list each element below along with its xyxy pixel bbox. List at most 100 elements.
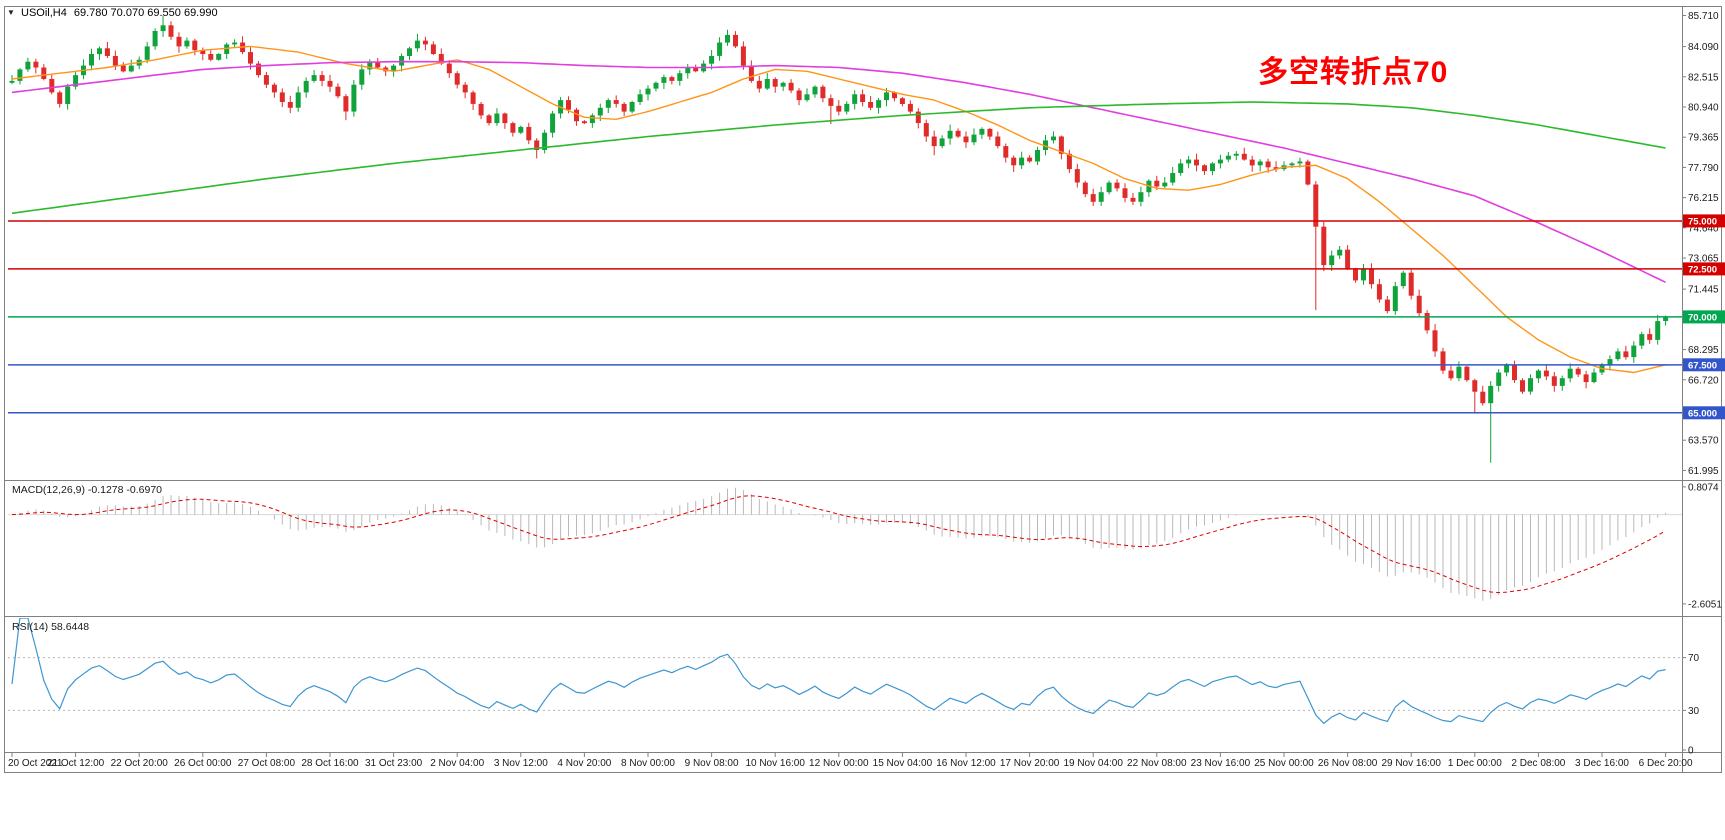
candle-body xyxy=(1591,372,1597,383)
candle-body xyxy=(1456,366,1462,379)
macd-signal-line xyxy=(11,495,1666,594)
collapse-arrow-icon[interactable]: ▼ xyxy=(7,8,15,17)
date-tick-label[interactable]: 26 Nov 08:00 xyxy=(1318,758,1378,769)
candle-body xyxy=(518,126,524,133)
macd-axis-label: 0.8074 xyxy=(1688,482,1719,493)
candle-body xyxy=(1225,155,1231,160)
date-tick-label[interactable]: 28 Oct 16:00 xyxy=(301,758,359,769)
candle-body xyxy=(685,67,691,74)
date-tick-label[interactable]: 27 Oct 08:00 xyxy=(238,758,296,769)
candle-body xyxy=(1623,351,1629,358)
date-tick-label[interactable]: 16 Nov 12:00 xyxy=(936,758,996,769)
candle-body xyxy=(97,48,102,55)
macd-panel-layer xyxy=(8,487,1682,601)
candle-body xyxy=(1496,372,1502,386)
candle-body xyxy=(1194,159,1199,166)
candle-body xyxy=(709,56,715,64)
candle-body xyxy=(1480,391,1486,404)
rsi-line xyxy=(11,618,1666,725)
candle-body xyxy=(995,136,1001,147)
date-tick-label[interactable]: 26 Oct 00:00 xyxy=(174,758,232,769)
candle-body xyxy=(128,65,134,72)
date-tick-label[interactable]: 15 Nov 04:00 xyxy=(873,758,933,769)
date-tick-label[interactable]: 2 Dec 08:00 xyxy=(1511,758,1565,769)
rsi-axis-label: 70 xyxy=(1688,653,1700,664)
candle-body xyxy=(597,107,603,116)
date-tick-label[interactable]: 2 Nov 04:00 xyxy=(430,758,484,769)
candle-body xyxy=(1257,161,1263,166)
candle-body xyxy=(232,42,238,45)
candle-body xyxy=(1090,194,1096,202)
date-tick-label[interactable]: 17 Nov 20:00 xyxy=(1000,758,1060,769)
candle-body xyxy=(112,56,118,66)
candle-body xyxy=(1448,370,1454,379)
candle-body xyxy=(216,54,222,60)
candle-body xyxy=(526,126,532,141)
candle-body xyxy=(812,86,818,95)
candle-body xyxy=(1543,370,1549,377)
candle-body xyxy=(1130,197,1136,202)
date-tick-label[interactable]: 20 Oct 2021 xyxy=(8,758,63,769)
candle-body xyxy=(1615,351,1621,360)
date-tick-label[interactable]: 29 Nov 16:00 xyxy=(1381,758,1441,769)
candle-body xyxy=(1488,385,1494,404)
rsi-axis-label: 30 xyxy=(1688,706,1700,717)
candle-body xyxy=(17,69,23,81)
candle-body xyxy=(661,77,667,83)
candle-body xyxy=(947,130,953,139)
price-tick-label: 68.295 xyxy=(1688,345,1719,356)
candle-body xyxy=(295,92,301,108)
date-tick-label[interactable]: 12 Nov 00:00 xyxy=(809,758,869,769)
date-tick-label[interactable]: 8 Nov 00:00 xyxy=(621,758,675,769)
candle-body xyxy=(1051,136,1056,141)
candle-body xyxy=(693,67,699,72)
date-tick-label[interactable]: 31 Oct 23:00 xyxy=(365,758,423,769)
candle-body xyxy=(892,92,897,99)
candle-body xyxy=(367,61,373,70)
date-tick-label[interactable]: 23 Nov 16:00 xyxy=(1191,758,1251,769)
date-tick-label[interactable]: 10 Nov 16:00 xyxy=(745,758,805,769)
rsi-indicator-label: RSI(14) 58.6448 xyxy=(12,621,90,633)
ohlc-values: 69.780 70.070 69.550 69.990 xyxy=(73,7,218,19)
date-tick-label[interactable]: 3 Nov 12:00 xyxy=(494,758,548,769)
date-tick-label[interactable]: 21 Oct 12:00 xyxy=(47,758,105,769)
date-tick-label[interactable]: 1 Dec 00:00 xyxy=(1448,758,1502,769)
date-tick-label[interactable]: 25 Nov 00:00 xyxy=(1254,758,1314,769)
date-tick-label[interactable]: 22 Oct 20:00 xyxy=(111,758,169,769)
candle-body xyxy=(772,79,778,87)
candle-body xyxy=(1003,146,1009,158)
candle-body xyxy=(1170,173,1176,183)
candle-body xyxy=(1066,153,1072,170)
price-tick-label: 71.445 xyxy=(1688,285,1719,296)
candle-body xyxy=(717,42,723,56)
date-tick-label[interactable]: 19 Nov 04:00 xyxy=(1063,758,1123,769)
price-badge-label: 70.000 xyxy=(1688,312,1717,323)
symbol-ohlc-label: USOil,H4 69.780 70.070 69.550 69.990 xyxy=(21,7,218,19)
slow-ma-line xyxy=(11,101,1666,215)
candle-body xyxy=(343,96,349,112)
candle-body xyxy=(1202,165,1207,172)
candle-body xyxy=(1162,182,1168,187)
price-tick-label: 61.995 xyxy=(1688,466,1719,477)
candle-body xyxy=(637,94,643,102)
candle-body xyxy=(1631,345,1637,358)
price-badge-label: 65.000 xyxy=(1688,408,1717,419)
price-tick-label: 73.065 xyxy=(1688,254,1719,265)
date-tick-label[interactable]: 4 Nov 20:00 xyxy=(557,758,611,769)
date-tick-label[interactable]: 6 Dec 20:00 xyxy=(1639,758,1693,769)
price-badge xyxy=(1683,214,1725,228)
candle-body xyxy=(1384,299,1390,312)
candle-body xyxy=(399,56,405,66)
date-tick-label[interactable]: 9 Nov 08:00 xyxy=(685,758,739,769)
candle-body xyxy=(613,100,619,104)
candle-body xyxy=(184,40,190,47)
date-tick-label[interactable]: 22 Nov 08:00 xyxy=(1127,758,1187,769)
candle-body xyxy=(327,80,333,87)
candle-body xyxy=(49,79,55,93)
candle-body xyxy=(677,73,683,81)
candle-body xyxy=(796,90,802,101)
candle-body xyxy=(1567,368,1573,379)
date-tick-label[interactable]: 3 Dec 16:00 xyxy=(1575,758,1629,769)
candle-body xyxy=(1011,157,1017,166)
